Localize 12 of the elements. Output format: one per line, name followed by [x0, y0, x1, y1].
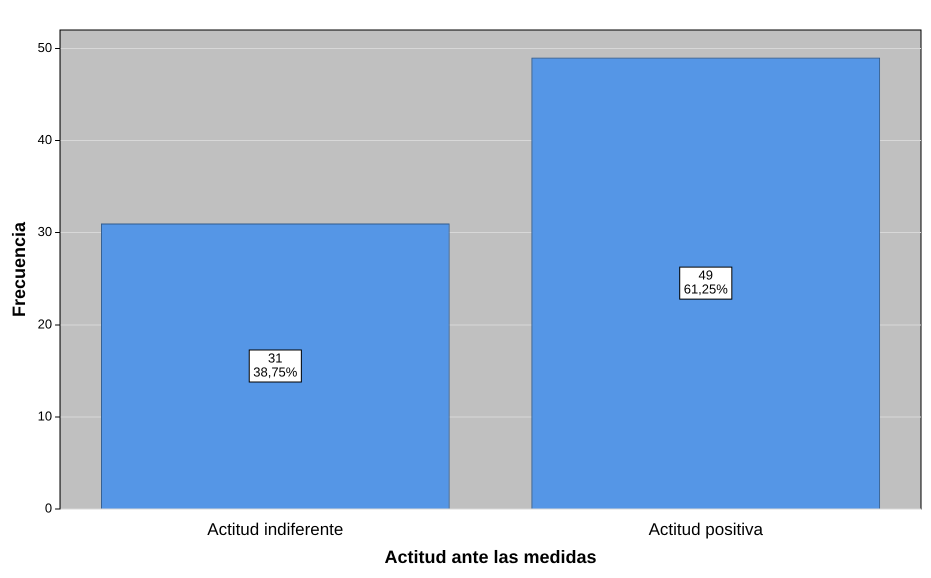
y-tick-label: 50: [38, 40, 52, 55]
y-tick-label: 20: [38, 316, 52, 332]
data-label: 31 38,75%: [253, 350, 298, 380]
y-axis-title: Frecuencia: [8, 220, 29, 318]
x-tick-label: Actitud positiva: [648, 520, 764, 539]
y-tick-label: 40: [38, 132, 52, 148]
y-tick-label: 0: [44, 500, 52, 516]
y-tick-label: 10: [38, 408, 52, 424]
data-label: 49 61,25%: [684, 268, 728, 297]
x-tick-label: Actitud indiferente: [207, 520, 344, 539]
x-axis-title: Actitud ante las medidas: [384, 547, 597, 568]
y-tick-label: 30: [38, 224, 52, 240]
